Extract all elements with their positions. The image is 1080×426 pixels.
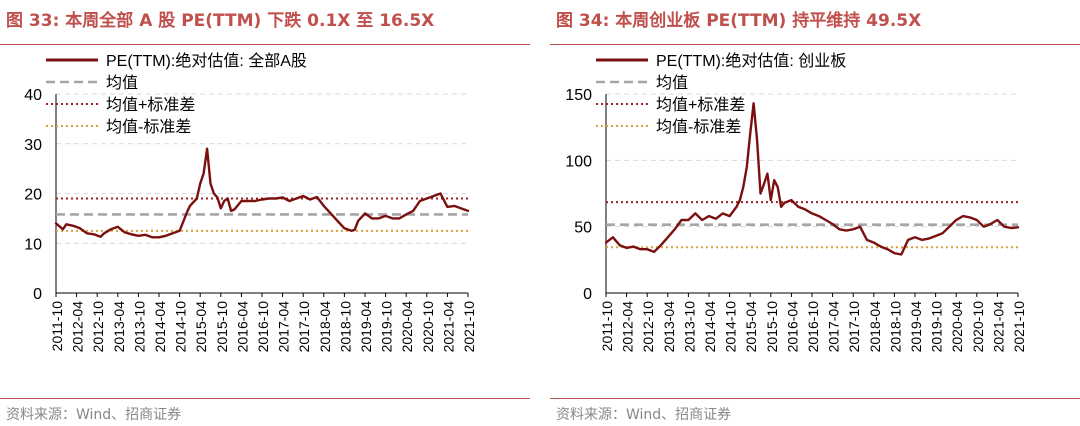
title-rule bbox=[550, 44, 1080, 45]
legend-label: 均值 bbox=[656, 74, 688, 92]
x-tick-label: 2021-10 bbox=[461, 301, 477, 353]
y-tick-label: 100 bbox=[565, 153, 592, 170]
x-tick-label: 2012-10 bbox=[90, 301, 106, 353]
x-tick-label: 2015-04 bbox=[193, 301, 209, 353]
x-tick-label: 2020-04 bbox=[949, 301, 965, 353]
x-tick-label: 2017-04 bbox=[826, 301, 842, 353]
x-tick-label: 2011-10 bbox=[49, 301, 65, 352]
x-tick-label: 2014-04 bbox=[702, 301, 718, 353]
x-tick-label: 2013-10 bbox=[681, 301, 697, 353]
x-tick-label: 2013-04 bbox=[661, 301, 677, 353]
legend-label: 均值+标准差 bbox=[106, 96, 195, 114]
y-tick-label: 0 bbox=[33, 286, 42, 303]
x-tick-label: 2018-04 bbox=[317, 301, 333, 353]
x-tick-label: 2020-10 bbox=[420, 301, 436, 353]
x-tick-label: 2015-04 bbox=[743, 301, 759, 353]
legend-label: 均值+标准差 bbox=[656, 96, 745, 114]
legend-label: 均值 bbox=[106, 74, 138, 92]
chart-title: 图 34: 本周创业板 PE(TTM) 持平维持 49.5X bbox=[556, 11, 922, 31]
x-tick-label: 2015-10 bbox=[764, 301, 780, 353]
pe-series-line bbox=[604, 102, 1020, 256]
x-tick-label: 2018-04 bbox=[867, 301, 883, 353]
x-tick-label: 2016-10 bbox=[255, 301, 271, 353]
x-tick-label: 2012-10 bbox=[640, 301, 656, 353]
legend-label: 均值-标准差 bbox=[656, 118, 741, 136]
x-tick-label: 2014-10 bbox=[173, 301, 189, 353]
y-tick-label: 20 bbox=[24, 187, 42, 204]
source-note: 资料来源：Wind、招商证券 bbox=[6, 407, 182, 423]
x-tick-label: 2021-10 bbox=[1011, 301, 1027, 353]
x-tick-label: 2018-10 bbox=[887, 301, 903, 353]
source-rule bbox=[0, 398, 530, 399]
x-tick-label: 2016-04 bbox=[234, 301, 250, 353]
source-note: 资料来源：Wind、招商证券 bbox=[556, 407, 732, 423]
chart-title: 图 33: 本周全部 A 股 PE(TTM) 下跌 0.1X 至 16.5X bbox=[6, 11, 435, 31]
x-tick-label: 2019-04 bbox=[358, 301, 374, 353]
legend-label: 均值-标准差 bbox=[106, 118, 191, 136]
x-tick-label: 2013-10 bbox=[131, 301, 147, 353]
x-tick-label: 2015-10 bbox=[214, 301, 230, 353]
x-tick-label: 2019-04 bbox=[908, 301, 924, 353]
x-tick-label: 2016-10 bbox=[805, 301, 821, 353]
x-tick-label: 2011-10 bbox=[599, 301, 615, 352]
x-tick-label: 2021-04 bbox=[440, 301, 456, 353]
chart-panel-chinext: 图 34: 本周创业板 PE(TTM) 持平维持 49.5X 0 50 100 150… bbox=[550, 0, 1080, 426]
y-tick-label: 10 bbox=[24, 236, 42, 253]
legend-label: PE(TTM):绝对估值: 创业板 bbox=[656, 52, 846, 70]
y-tick-label: 50 bbox=[574, 220, 592, 237]
x-tick-label: 2019-10 bbox=[379, 301, 395, 353]
source-rule bbox=[550, 398, 1080, 399]
x-tick-label: 2020-10 bbox=[970, 301, 986, 353]
x-tick-label: 2021-04 bbox=[990, 301, 1006, 353]
x-tick-label: 2020-04 bbox=[399, 301, 415, 353]
x-tick-label: 2013-04 bbox=[111, 301, 127, 353]
chart-panel-a-shares: 图 33: 本周全部 A 股 PE(TTM) 下跌 0.1X 至 16.5X 0… bbox=[0, 0, 530, 426]
y-tick-label: 0 bbox=[583, 286, 592, 303]
x-tick-label: 2019-10 bbox=[929, 301, 945, 353]
pe-series-line bbox=[54, 147, 470, 239]
x-tick-label: 2012-04 bbox=[70, 301, 86, 353]
x-tick-label: 2018-10 bbox=[337, 301, 353, 353]
x-tick-label: 2014-10 bbox=[723, 301, 739, 353]
x-tick-label: 2017-10 bbox=[296, 301, 312, 353]
x-tick-label: 2016-04 bbox=[784, 301, 800, 353]
x-tick-label: 2017-04 bbox=[276, 301, 292, 353]
y-tick-label: 30 bbox=[24, 137, 42, 154]
x-tick-label: 2017-10 bbox=[846, 301, 862, 353]
legend-label: PE(TTM):绝对估值: 全部A股 bbox=[106, 52, 307, 70]
y-tick-label: 40 bbox=[24, 87, 42, 104]
y-tick-label: 150 bbox=[565, 87, 592, 104]
x-tick-label: 2012-04 bbox=[620, 301, 636, 353]
title-rule bbox=[0, 44, 530, 45]
x-tick-label: 2014-04 bbox=[152, 301, 168, 353]
